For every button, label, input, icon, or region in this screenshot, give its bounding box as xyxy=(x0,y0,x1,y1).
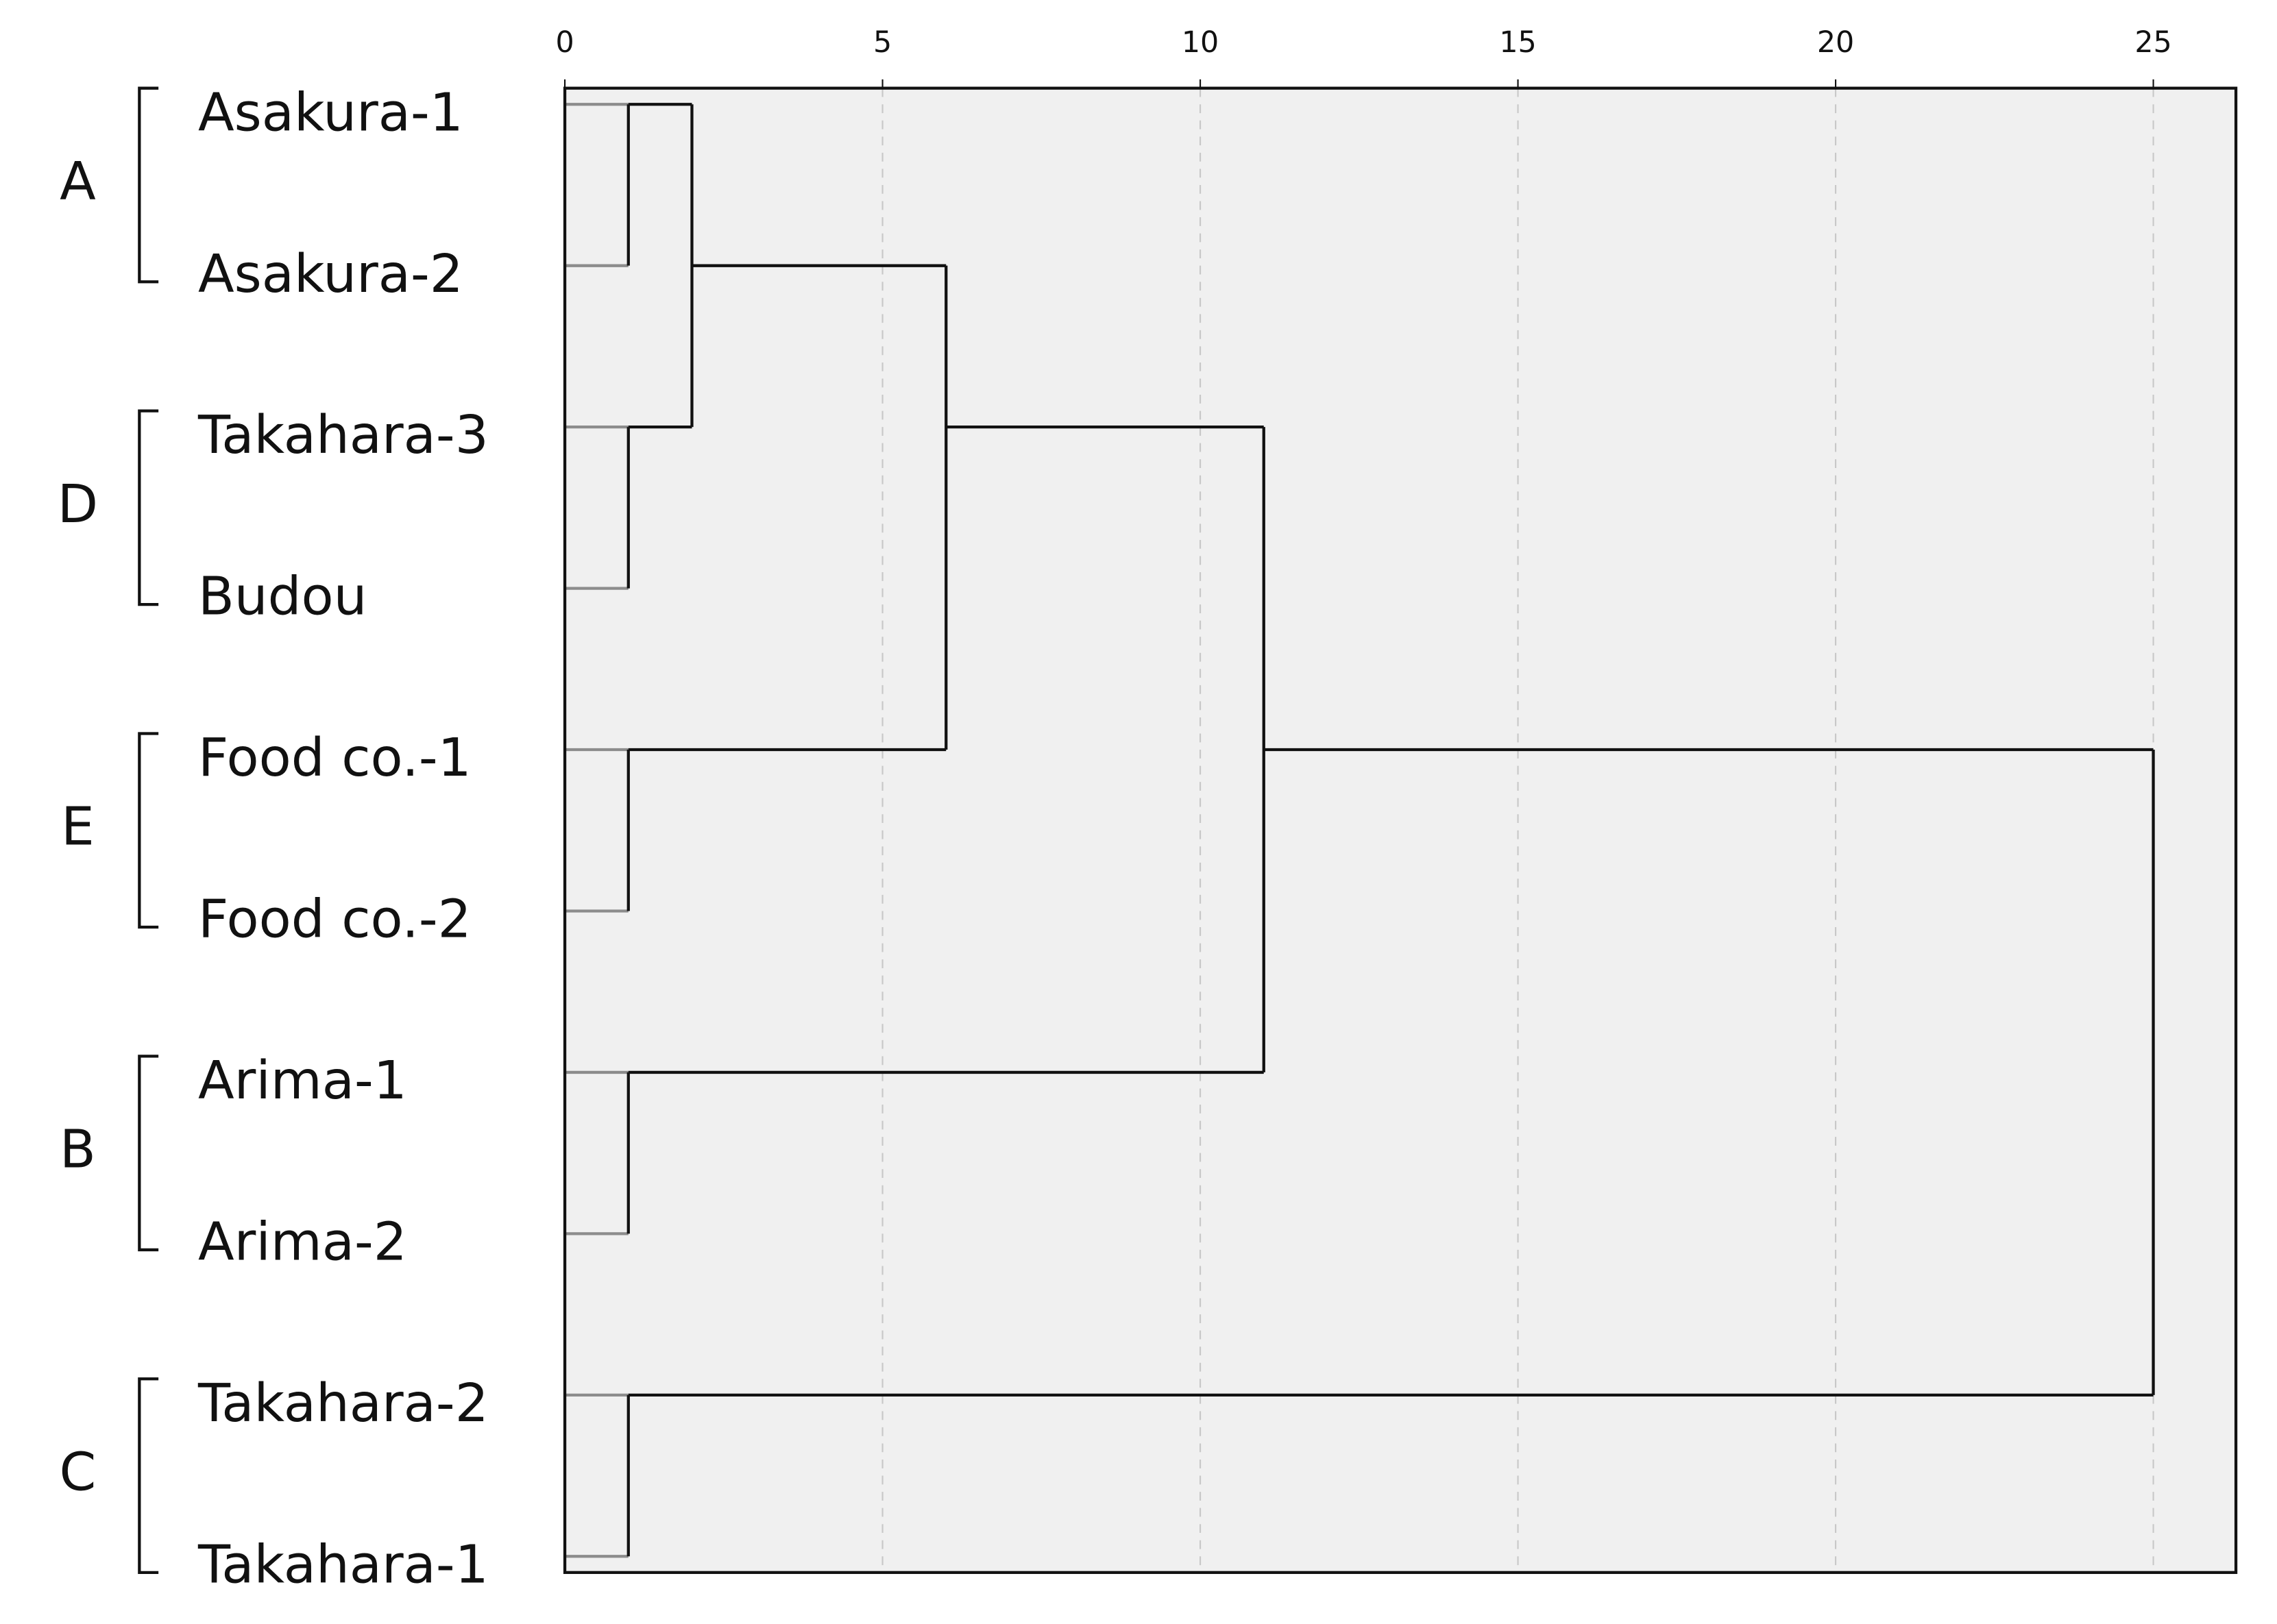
x-tick-label: 15 xyxy=(1499,25,1536,60)
group-bracket xyxy=(138,1377,159,1574)
plot-frame xyxy=(563,86,2238,1574)
leaf-label: Food co.-1 xyxy=(198,727,472,789)
x-tick-label: 20 xyxy=(1817,25,1854,60)
group-label: D xyxy=(58,473,98,535)
leaf-label: Budou xyxy=(198,566,367,628)
group-label: A xyxy=(60,151,96,212)
x-tick-label: 10 xyxy=(1182,25,1219,60)
group-bracket xyxy=(138,732,159,929)
group-bracket xyxy=(138,409,159,606)
x-tick-label: 25 xyxy=(2134,25,2171,60)
leaf-label: Takahara-2 xyxy=(197,1373,489,1434)
group-label: E xyxy=(61,796,95,858)
x-tick-label: 0 xyxy=(555,25,574,60)
leaf-label: Food co.-2 xyxy=(198,889,472,950)
group-label: C xyxy=(60,1442,97,1503)
x-tick-label: 5 xyxy=(873,25,892,60)
leaf-label: Asakura-2 xyxy=(198,243,463,305)
leaf-label: Takahara-3 xyxy=(197,404,489,466)
plot-area xyxy=(565,88,2237,1573)
leaf-label: Asakura-1 xyxy=(198,82,463,143)
group-label: B xyxy=(60,1119,96,1181)
group-bracket xyxy=(138,1055,159,1252)
group-bracket xyxy=(138,86,159,284)
leaf-label: Arima-1 xyxy=(198,1050,407,1111)
leaf-label: Takahara-1 xyxy=(197,1534,489,1595)
leaf-label: Arima-2 xyxy=(198,1211,407,1272)
